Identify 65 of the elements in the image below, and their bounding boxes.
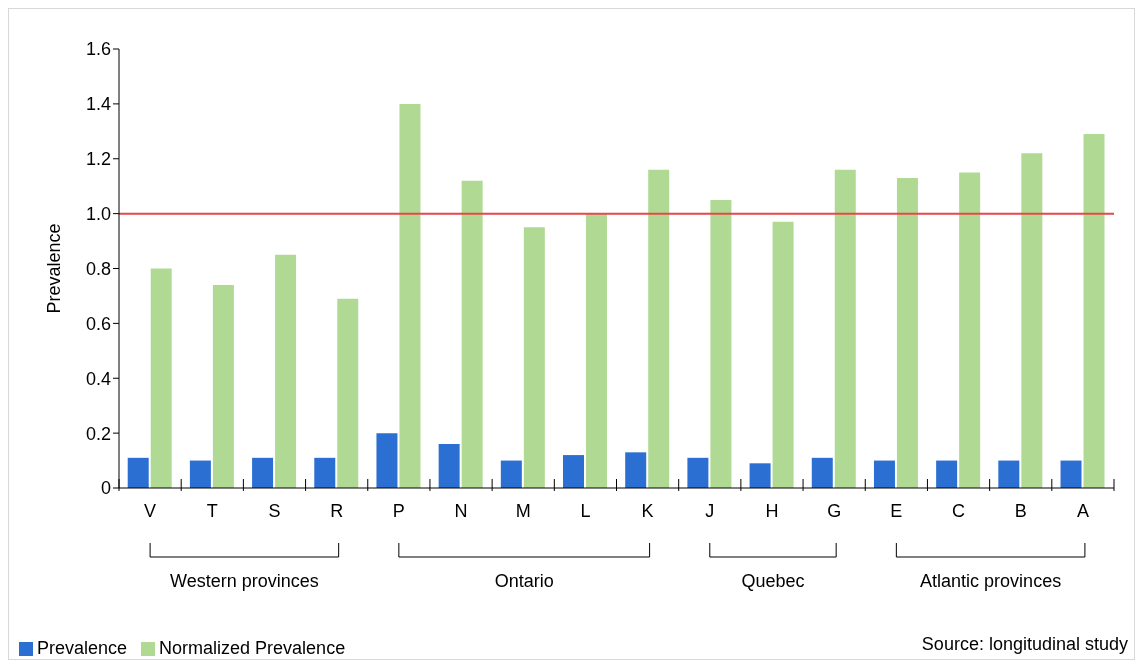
x-tick-label: J xyxy=(705,500,715,521)
x-tick-label: R xyxy=(330,500,344,521)
x-tick-label: N xyxy=(454,500,468,521)
bar xyxy=(500,460,522,488)
legend-label: Prevalence xyxy=(37,638,128,659)
bar xyxy=(523,227,545,488)
source-note: Source: longitudinal study xyxy=(921,634,1128,655)
x-tick-label: B xyxy=(1014,500,1027,521)
x-tick-label: L xyxy=(580,500,591,521)
x-tick-label: V xyxy=(144,500,157,521)
x-tick-label: M xyxy=(515,500,531,521)
x-tick-label: H xyxy=(765,500,779,521)
bar xyxy=(936,460,958,488)
bar xyxy=(834,169,856,488)
bar xyxy=(625,452,647,488)
bar xyxy=(314,457,336,488)
bar xyxy=(275,254,297,488)
bar xyxy=(896,177,918,488)
bar xyxy=(811,457,833,488)
y-axis-title: Prevalence xyxy=(44,223,65,314)
text: Ontario xyxy=(494,571,554,591)
x-tick-label: S xyxy=(268,500,281,521)
bar xyxy=(252,457,274,488)
y-tick-label: 1.0 xyxy=(85,204,111,225)
bar xyxy=(772,221,794,488)
bar xyxy=(127,457,149,488)
x-tick-label: C xyxy=(952,500,966,521)
text: Atlantic provinces xyxy=(920,571,1062,591)
bar xyxy=(1060,460,1082,488)
bar xyxy=(399,103,421,488)
bar xyxy=(189,460,211,488)
y-tick-label: 1.6 xyxy=(85,39,111,60)
bar xyxy=(438,444,460,488)
y-tick-label: 0.8 xyxy=(85,258,111,279)
bar xyxy=(959,172,981,488)
x-tick-label: K xyxy=(641,500,654,521)
x-tick-label: G xyxy=(827,500,842,521)
text: Western provinces xyxy=(170,571,319,591)
y-tick-label: 1.4 xyxy=(85,94,111,115)
bar xyxy=(1021,153,1043,488)
x-tick-label: P xyxy=(392,500,405,521)
y-tick-label: 0.4 xyxy=(85,368,111,389)
bar xyxy=(1083,134,1105,488)
bar xyxy=(586,213,608,488)
bar xyxy=(337,298,359,488)
y-tick-label: 0.6 xyxy=(85,313,111,334)
bar xyxy=(687,457,709,488)
y-tick-label: 0 xyxy=(100,478,111,499)
bar xyxy=(461,180,483,488)
x-tick-label: E xyxy=(890,500,903,521)
bar xyxy=(150,268,172,488)
y-tick-label: 1.2 xyxy=(85,149,111,170)
legend-label: Normalized Prevalence xyxy=(159,638,346,659)
bar xyxy=(212,284,234,488)
bar xyxy=(873,460,895,488)
x-tick-label: T xyxy=(206,500,218,521)
x-tick-label: A xyxy=(1076,500,1089,521)
text: Quebec xyxy=(741,571,805,591)
bar xyxy=(376,433,398,488)
bar xyxy=(998,460,1020,488)
bar xyxy=(648,169,670,488)
bar xyxy=(710,199,732,488)
y-tick-label: 0.2 xyxy=(85,423,111,444)
bar xyxy=(563,455,585,488)
bar xyxy=(749,463,771,488)
